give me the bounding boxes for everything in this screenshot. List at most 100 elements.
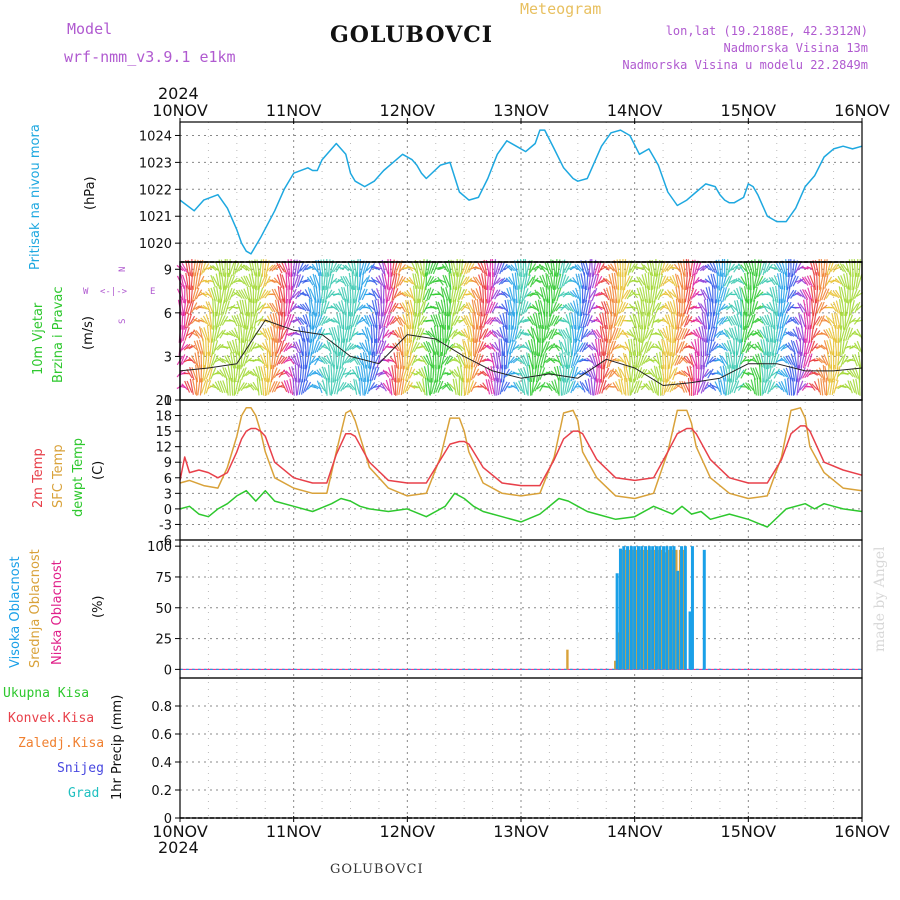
wind-arrow bbox=[619, 368, 626, 379]
wind-arrow bbox=[659, 329, 667, 339]
wind-arrow bbox=[586, 343, 594, 351]
wind-arrow bbox=[621, 345, 629, 350]
wind-arrow bbox=[817, 378, 822, 396]
wind-arrow bbox=[796, 364, 800, 383]
wind-arrow bbox=[470, 279, 478, 284]
wind-arrow bbox=[508, 325, 511, 343]
wind-arrow bbox=[690, 288, 697, 300]
model-name: wrf-nmm_v3.9.1 e1km bbox=[64, 48, 236, 66]
wind-arrow bbox=[851, 288, 858, 301]
wind-arrow bbox=[826, 340, 832, 355]
wind-arrow bbox=[697, 302, 705, 313]
wind-arrow bbox=[574, 355, 581, 366]
wind-arrow bbox=[727, 352, 732, 369]
wind-arrow bbox=[186, 380, 193, 393]
wind-arrow bbox=[496, 377, 499, 396]
wind-arrow bbox=[769, 287, 775, 302]
y-tick-label: -3 bbox=[159, 518, 172, 533]
wind-arrow bbox=[354, 314, 361, 328]
wind-arrow bbox=[776, 340, 782, 355]
wind-arrow bbox=[250, 370, 257, 377]
wind-arrow bbox=[801, 276, 809, 286]
wind-arrow bbox=[652, 345, 660, 349]
wind-arrow bbox=[361, 316, 369, 325]
wind-arrow bbox=[209, 265, 217, 271]
wind-arrow bbox=[601, 312, 606, 330]
wind-arrow bbox=[789, 377, 793, 396]
y-tick-label: 0 bbox=[164, 812, 172, 827]
wind-arrow bbox=[453, 272, 456, 291]
wind-arrow bbox=[470, 366, 477, 381]
wind-arrow bbox=[829, 339, 834, 356]
wind-arrow bbox=[572, 276, 579, 286]
wind-arrow bbox=[744, 272, 748, 290]
wind-arrow bbox=[823, 318, 830, 324]
wind-arrow bbox=[709, 382, 717, 391]
wind-arrow bbox=[795, 339, 801, 355]
wind-arrow bbox=[352, 314, 359, 327]
x-label-bottom: 14NOV bbox=[607, 822, 663, 841]
wind-arrow bbox=[279, 273, 285, 290]
y-tick-label: 21 bbox=[155, 394, 172, 409]
wind-arrow bbox=[414, 273, 420, 289]
wind-arrow bbox=[210, 353, 216, 368]
wind-arrow bbox=[535, 325, 540, 343]
wind-arrow bbox=[842, 263, 849, 273]
wind-arrow bbox=[689, 273, 694, 289]
wind-arrow bbox=[385, 379, 392, 394]
wind-arrow bbox=[360, 272, 365, 290]
wind-arrow bbox=[697, 265, 705, 271]
wind-arrow bbox=[196, 260, 202, 276]
wind-arrow bbox=[785, 343, 792, 351]
wind-arrow bbox=[725, 378, 729, 396]
wind-arrow bbox=[785, 355, 792, 365]
wind-arrow bbox=[477, 312, 480, 330]
wind-arrow bbox=[505, 311, 508, 330]
wind-arrow bbox=[599, 325, 604, 343]
wind-arrow bbox=[853, 272, 857, 290]
wind-arrow bbox=[597, 352, 602, 369]
wind-arrow bbox=[396, 364, 399, 383]
wind-arrow bbox=[228, 318, 236, 323]
wind-arrow bbox=[764, 262, 771, 274]
wind-arrow bbox=[439, 384, 447, 390]
wind-arrow bbox=[794, 279, 802, 283]
y-tick-label: 0.2 bbox=[151, 784, 172, 799]
wind-arrow bbox=[673, 371, 681, 376]
wind-arrow bbox=[377, 325, 381, 343]
wind-arrow bbox=[340, 275, 347, 287]
wind-arrow bbox=[444, 275, 451, 288]
wind-arrow bbox=[306, 338, 309, 357]
wind-arrow bbox=[813, 330, 821, 338]
wind-arrow bbox=[326, 273, 332, 289]
wind-arrow bbox=[594, 378, 599, 396]
wind-arrow bbox=[787, 331, 795, 337]
wind-arrow bbox=[709, 341, 716, 354]
wind-arrow bbox=[412, 312, 417, 329]
high-cloud-bar bbox=[676, 570, 680, 670]
wind-arrow bbox=[271, 264, 279, 272]
wind-arrow bbox=[248, 260, 254, 276]
wind-arrow bbox=[798, 351, 803, 369]
wind-arrow bbox=[477, 341, 484, 354]
wind-arrow bbox=[305, 313, 311, 328]
wind-arrow bbox=[740, 356, 747, 365]
y-tick-label: 75 bbox=[155, 571, 172, 586]
wind-arrow bbox=[729, 339, 735, 355]
wind-arrow bbox=[432, 364, 435, 383]
wind-arrow bbox=[475, 353, 482, 368]
wind-arrow bbox=[602, 383, 610, 391]
wind-arrow bbox=[553, 303, 560, 313]
wind-arrow bbox=[409, 299, 415, 316]
wind-arrow bbox=[619, 301, 626, 314]
wind-arrow bbox=[707, 263, 714, 273]
wind-arrow bbox=[441, 312, 445, 330]
wind-arrow bbox=[466, 325, 471, 343]
wind-arrow bbox=[389, 302, 397, 313]
wind-arrow bbox=[708, 339, 713, 356]
wind-arrow bbox=[235, 365, 239, 383]
wind-arrow bbox=[250, 342, 257, 352]
wind-arrow bbox=[312, 340, 318, 355]
wind-arrow bbox=[406, 264, 414, 272]
wind-arrow bbox=[852, 379, 858, 395]
